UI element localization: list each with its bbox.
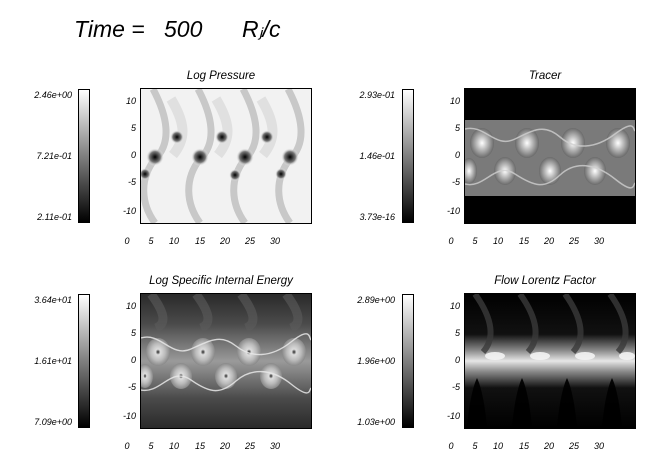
x-tick: 20 bbox=[543, 441, 554, 451]
x-tick: 10 bbox=[168, 236, 179, 246]
x-tick: 20 bbox=[543, 236, 554, 246]
x-tick: 25 bbox=[568, 441, 579, 451]
y-tick: -10 bbox=[446, 206, 460, 216]
x-tick: 0 bbox=[124, 236, 130, 246]
y-tick: 5 bbox=[454, 328, 460, 338]
time-unit: Rⱼ/c bbox=[242, 16, 281, 42]
y-tick: 0 bbox=[454, 150, 460, 160]
x-tick: 0 bbox=[448, 441, 454, 451]
y-tick: 10 bbox=[449, 301, 460, 311]
field-plot bbox=[140, 293, 312, 429]
x-tick: 25 bbox=[244, 236, 255, 246]
time-value: 500 bbox=[164, 16, 203, 42]
colorbar-min-label: 7.09e+00 bbox=[34, 417, 72, 427]
x-tick: 10 bbox=[492, 236, 503, 246]
panel-title: Tracer bbox=[528, 70, 562, 82]
x-tick: 15 bbox=[518, 236, 529, 246]
x-tick: 15 bbox=[194, 441, 205, 451]
pressure-field-image bbox=[141, 89, 311, 223]
y-tick: 0 bbox=[454, 355, 460, 365]
x-tick: 15 bbox=[518, 441, 529, 451]
x-tick: 30 bbox=[593, 441, 604, 451]
colorbar-mid-label: 7.21e-01 bbox=[36, 151, 72, 161]
colorbar bbox=[402, 294, 414, 428]
x-tick: 5 bbox=[148, 236, 154, 246]
y-tick: -10 bbox=[122, 411, 136, 421]
colorbar-min-label: 1.03e+00 bbox=[357, 417, 395, 427]
x-tick: 10 bbox=[168, 441, 179, 451]
y-tick: -5 bbox=[451, 382, 460, 392]
x-tick: 30 bbox=[593, 236, 604, 246]
x-tick: 20 bbox=[219, 441, 230, 451]
field-plot bbox=[464, 88, 636, 224]
tracer-field-image bbox=[465, 89, 635, 223]
lorentz-field-image bbox=[465, 294, 635, 428]
x-tick: 30 bbox=[269, 441, 280, 451]
energy-field-image bbox=[141, 294, 311, 428]
y-tick: 5 bbox=[130, 328, 136, 338]
y-tick: 10 bbox=[125, 301, 136, 311]
colorbar bbox=[78, 294, 90, 428]
x-tick: 10 bbox=[492, 441, 503, 451]
x-tick: 25 bbox=[244, 441, 255, 451]
colorbar-mid-label: 1.96e+00 bbox=[357, 356, 395, 366]
panel-title: Flow Lorentz Factor bbox=[494, 275, 596, 287]
colorbar-min-label: 3.73e-16 bbox=[359, 212, 395, 222]
colorbar-mid-label: 1.61e+01 bbox=[34, 356, 72, 366]
panel-title: Log Specific Internal Energy bbox=[149, 275, 293, 287]
panel-title: Log Pressure bbox=[186, 70, 256, 82]
colorbar bbox=[78, 89, 90, 223]
x-tick: 0 bbox=[124, 441, 130, 451]
y-tick: 5 bbox=[130, 123, 136, 133]
x-tick: 15 bbox=[194, 236, 205, 246]
y-tick: 10 bbox=[125, 96, 136, 106]
y-tick: -5 bbox=[127, 177, 136, 187]
colorbar-max-label: 2.46e+00 bbox=[34, 90, 72, 100]
field-plot bbox=[140, 88, 312, 224]
y-tick: -5 bbox=[451, 177, 460, 187]
x-tick: 20 bbox=[219, 236, 230, 246]
time-label: Time = bbox=[74, 16, 145, 42]
colorbar-mid-label: 1.46e-01 bbox=[359, 151, 395, 161]
y-tick: 5 bbox=[454, 123, 460, 133]
colorbar-max-label: 2.93e-01 bbox=[359, 90, 395, 100]
y-tick: 0 bbox=[130, 355, 136, 365]
y-tick: -10 bbox=[446, 411, 460, 421]
x-tick: 0 bbox=[448, 236, 454, 246]
y-tick: -5 bbox=[127, 382, 136, 392]
colorbar bbox=[402, 89, 414, 223]
y-tick: 0 bbox=[130, 150, 136, 160]
y-tick: -10 bbox=[122, 206, 136, 216]
x-tick: 25 bbox=[568, 236, 579, 246]
field-plot bbox=[464, 293, 636, 429]
colorbar-max-label: 3.64e+01 bbox=[34, 295, 72, 305]
x-tick: 30 bbox=[269, 236, 280, 246]
x-tick: 5 bbox=[472, 441, 478, 451]
colorbar-min-label: 2.11e-01 bbox=[37, 212, 72, 222]
x-tick: 5 bbox=[472, 236, 478, 246]
y-tick: 10 bbox=[449, 96, 460, 106]
x-tick: 5 bbox=[148, 441, 154, 451]
colorbar-max-label: 2.89e+00 bbox=[357, 295, 395, 305]
